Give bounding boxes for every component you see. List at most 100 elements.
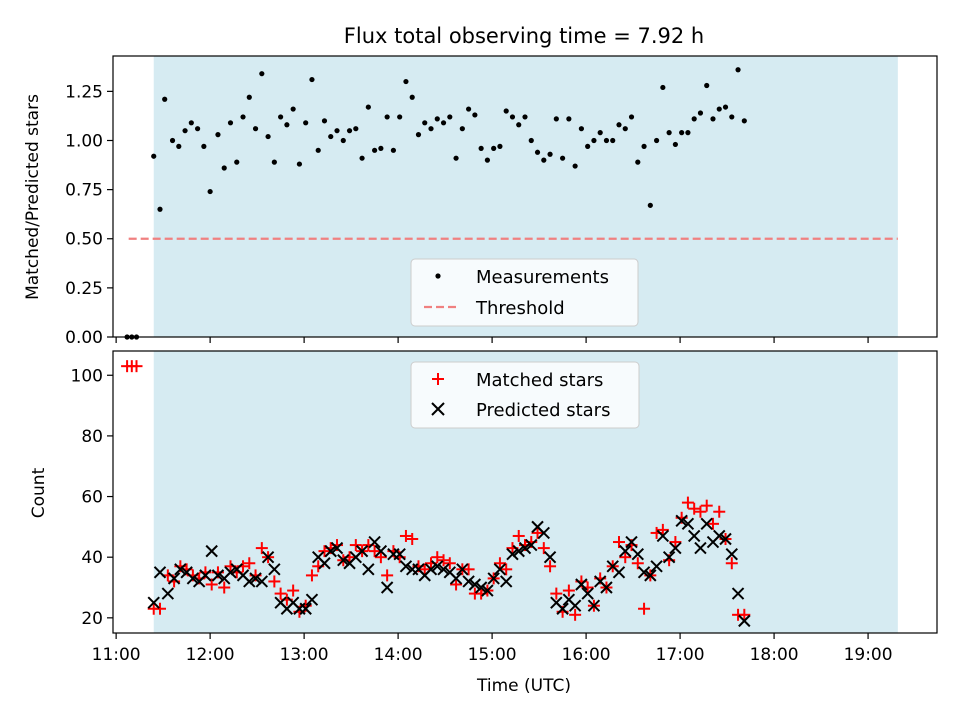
top-panel: 0.00 0.25 0.50 0.75 1.00 1.25 Matched/Predict… — [23, 55, 938, 348]
count-markers-layer — [121, 360, 751, 628]
measurement-point — [252, 126, 259, 132]
measurement-point — [378, 145, 384, 151]
measurement-point — [207, 188, 213, 195]
measurement-point — [296, 161, 303, 167]
legend-label-matched-stars: Matched stars — [476, 370, 603, 391]
top-axes-frame — [112, 55, 938, 338]
measurement-point — [221, 165, 227, 171]
measurement-point — [691, 116, 697, 122]
measurement-point — [271, 159, 277, 165]
predicted-star-marker — [224, 566, 237, 579]
legend-label-measurements: Measurements — [476, 267, 609, 288]
matched-star-marker — [493, 557, 506, 570]
measurement-point — [182, 128, 188, 134]
matched-star-marker — [274, 587, 287, 600]
measurement-point — [716, 106, 722, 112]
y-tick-label: 1.25 — [65, 82, 103, 102]
predicted-star-marker — [153, 566, 167, 579]
predicted-star-marker — [525, 538, 538, 552]
measurement-point — [685, 130, 691, 136]
predicted-star-marker — [167, 572, 181, 585]
predicted-star-marker — [625, 535, 638, 549]
x-tick-label: 16:00 — [562, 645, 611, 665]
measurement-point — [516, 122, 522, 128]
measurement-point — [478, 145, 484, 151]
measurement-point — [578, 126, 584, 132]
measurement-point — [384, 114, 390, 120]
measurement-point — [466, 106, 472, 112]
measurement-point — [497, 143, 503, 149]
measurement-point — [162, 96, 168, 102]
predicted-star-marker — [424, 563, 438, 576]
predicted-star-marker — [612, 566, 626, 579]
measurement-point — [365, 104, 371, 110]
x-tick-label: 12:00 — [186, 645, 235, 665]
predicted-star-marker — [499, 575, 513, 588]
predicted-star-marker — [362, 563, 375, 576]
predicted-star-marker — [186, 572, 200, 585]
matched-star-marker — [738, 608, 751, 621]
predicted-star-marker — [318, 557, 331, 570]
predicted-star-marker — [675, 514, 688, 528]
measurement-point — [157, 206, 163, 212]
measurement-point — [409, 94, 415, 100]
y-tick-label: 0.00 — [65, 328, 103, 348]
measurement-point — [315, 147, 321, 153]
y-tick-label: 1.00 — [65, 131, 103, 151]
matched-star-marker — [512, 529, 525, 542]
predicted-star-marker — [568, 599, 582, 612]
x-tick-label: 15:00 — [468, 645, 517, 665]
legend-label-threshold: Threshold — [475, 298, 565, 319]
bottom-legend: Matched stars Predicted stars — [410, 361, 640, 429]
matched-star-marker — [431, 551, 444, 564]
matched-star-marker — [713, 505, 726, 518]
legend-swatch-matched-stars — [432, 373, 444, 385]
top-legend: Measurements Threshold — [410, 258, 639, 327]
matched-star-marker — [531, 526, 544, 539]
predicted-star-marker — [487, 572, 500, 585]
measurement-point — [522, 114, 528, 120]
predicted-star-marker — [268, 563, 281, 576]
bottom-x-axis: 11:00 12:00 13:00 14:00 15:00 16:00 17:00 18:00… — [92, 633, 893, 665]
predicted-star-marker — [449, 572, 463, 585]
legend-swatch-predicted-stars — [431, 402, 445, 416]
predicted-star-marker — [543, 550, 557, 564]
matched-star-marker — [681, 496, 694, 509]
matched-star-marker — [255, 542, 268, 555]
measurement-point — [359, 155, 365, 161]
matched-star-marker — [569, 608, 582, 621]
measurement-point — [710, 116, 716, 122]
predicted-star-marker — [147, 596, 160, 609]
measurement-point — [284, 122, 290, 128]
measurement-point — [440, 120, 447, 126]
y-tick-label: 100 — [71, 366, 103, 386]
measurement-point — [390, 147, 397, 153]
predicted-star-marker — [243, 575, 256, 588]
predicted-star-marker — [474, 581, 488, 594]
predicted-star-marker — [355, 544, 369, 558]
predicted-star-marker — [738, 614, 751, 628]
measurement-point — [509, 114, 516, 120]
matched-star-marker — [399, 529, 412, 542]
measurement-point — [453, 155, 459, 161]
measurement-point — [176, 143, 182, 149]
predicted-star-marker — [161, 587, 175, 600]
matched-star-marker — [706, 517, 719, 530]
measurement-point — [528, 137, 534, 144]
bottom-axes-frame — [112, 350, 938, 634]
top-y-axis: 0.00 0.25 0.50 0.75 1.00 1.25 — [65, 82, 113, 348]
matched-star-marker — [537, 542, 550, 555]
measurement-point — [628, 114, 635, 120]
measurement-point — [547, 151, 553, 157]
predicted-star-marker — [249, 572, 262, 585]
measurement-point — [729, 114, 735, 120]
predicted-star-marker — [456, 563, 469, 576]
chart-title: Flux total observing time = 7.92 h — [344, 24, 704, 48]
matched-star-marker — [612, 536, 625, 549]
predicted-star-marker — [199, 569, 212, 582]
predicted-star-marker — [337, 554, 350, 567]
matched-star-marker — [218, 581, 231, 594]
matched-star-marker — [243, 557, 256, 570]
matched-star-marker — [544, 560, 557, 573]
measurements-layer — [124, 67, 747, 340]
